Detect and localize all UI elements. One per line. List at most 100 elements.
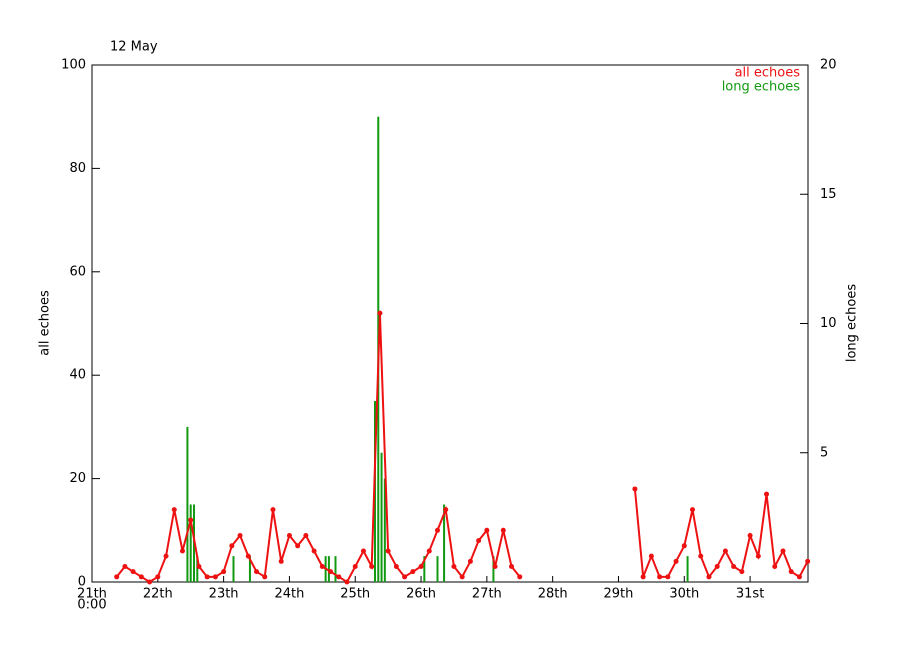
y-tick-label: 0 [78,575,86,590]
point [780,548,786,554]
point [155,574,161,580]
point [681,543,687,549]
x-tick-label: 28th [538,587,568,602]
point [179,548,185,554]
point [747,532,753,538]
x-tick-label: 25th [340,587,370,602]
series-line [115,313,809,584]
point [805,558,811,564]
y-tick-label: 40 [69,368,86,383]
point [385,548,391,554]
point [319,563,325,569]
y-tick-label: 100 [61,58,86,73]
point [130,569,136,575]
point [311,548,317,554]
point [254,569,260,575]
x-tick-label: 22th [143,587,173,602]
point [402,574,408,580]
y-axis-label: all echoes [38,290,53,356]
x-tick-label: 21th [77,587,107,602]
point [426,548,432,554]
point [212,574,218,580]
y2-tick-label: 5 [820,445,828,460]
point [739,569,745,575]
point [640,574,646,580]
x-tick-label: 23th [209,587,239,602]
point [377,310,383,316]
point [467,558,473,564]
point [237,532,243,538]
point [188,517,194,523]
point [443,507,449,513]
point [459,574,465,580]
plot-frame [91,64,809,583]
point [796,574,802,580]
point [328,569,334,575]
y-tick-label: 20 [69,471,86,486]
point [369,563,375,569]
point [163,553,169,559]
x-tick-label: 29th [604,587,634,602]
point [393,563,399,569]
y-tick-label: 60 [69,264,86,279]
point [204,574,210,580]
point [673,558,679,564]
point [295,543,301,549]
y2-axis-label: long echoes [845,284,860,363]
point [171,507,177,513]
point [147,579,153,585]
x-tick-label: 31st [736,587,764,602]
point [122,563,128,569]
point [665,574,671,580]
point [690,507,696,513]
x-start-label: 0:00 [77,598,106,613]
x-tick-label: 30th [669,587,699,602]
point [698,553,704,559]
point [500,527,506,533]
point [418,563,424,569]
point [648,553,654,559]
point [484,527,490,533]
chart-title: 12 May [110,40,158,55]
point [517,574,523,580]
point [114,574,120,580]
y2-tick-label: 20 [820,58,837,73]
point [352,563,358,569]
legend-entry: all echoes [735,66,801,81]
point [138,574,144,580]
y2-tick-label: 10 [820,316,837,331]
point [262,574,268,580]
point [788,569,794,575]
x-tick-label: 26th [406,587,436,602]
point [509,563,515,569]
point [286,532,292,538]
point [706,574,712,580]
x-tick-label: 24th [274,587,304,602]
point [303,532,309,538]
point [476,538,482,544]
point [410,569,416,575]
point [270,507,276,513]
point [764,491,770,497]
point [714,563,720,569]
y2-tick-label: 15 [820,187,837,202]
point [722,548,728,554]
point [434,527,440,533]
point [344,579,350,585]
point [755,553,761,559]
point [221,569,227,575]
point [196,563,202,569]
y-tick-label: 80 [69,161,86,176]
point [245,553,251,559]
point [336,574,342,580]
point [492,563,498,569]
x-tick-label: 27th [472,587,502,602]
point [229,543,235,549]
point [360,548,366,554]
point [657,574,663,580]
point [278,558,284,564]
point [451,563,457,569]
legend-entry: long echoes [722,80,801,95]
point [772,563,778,569]
